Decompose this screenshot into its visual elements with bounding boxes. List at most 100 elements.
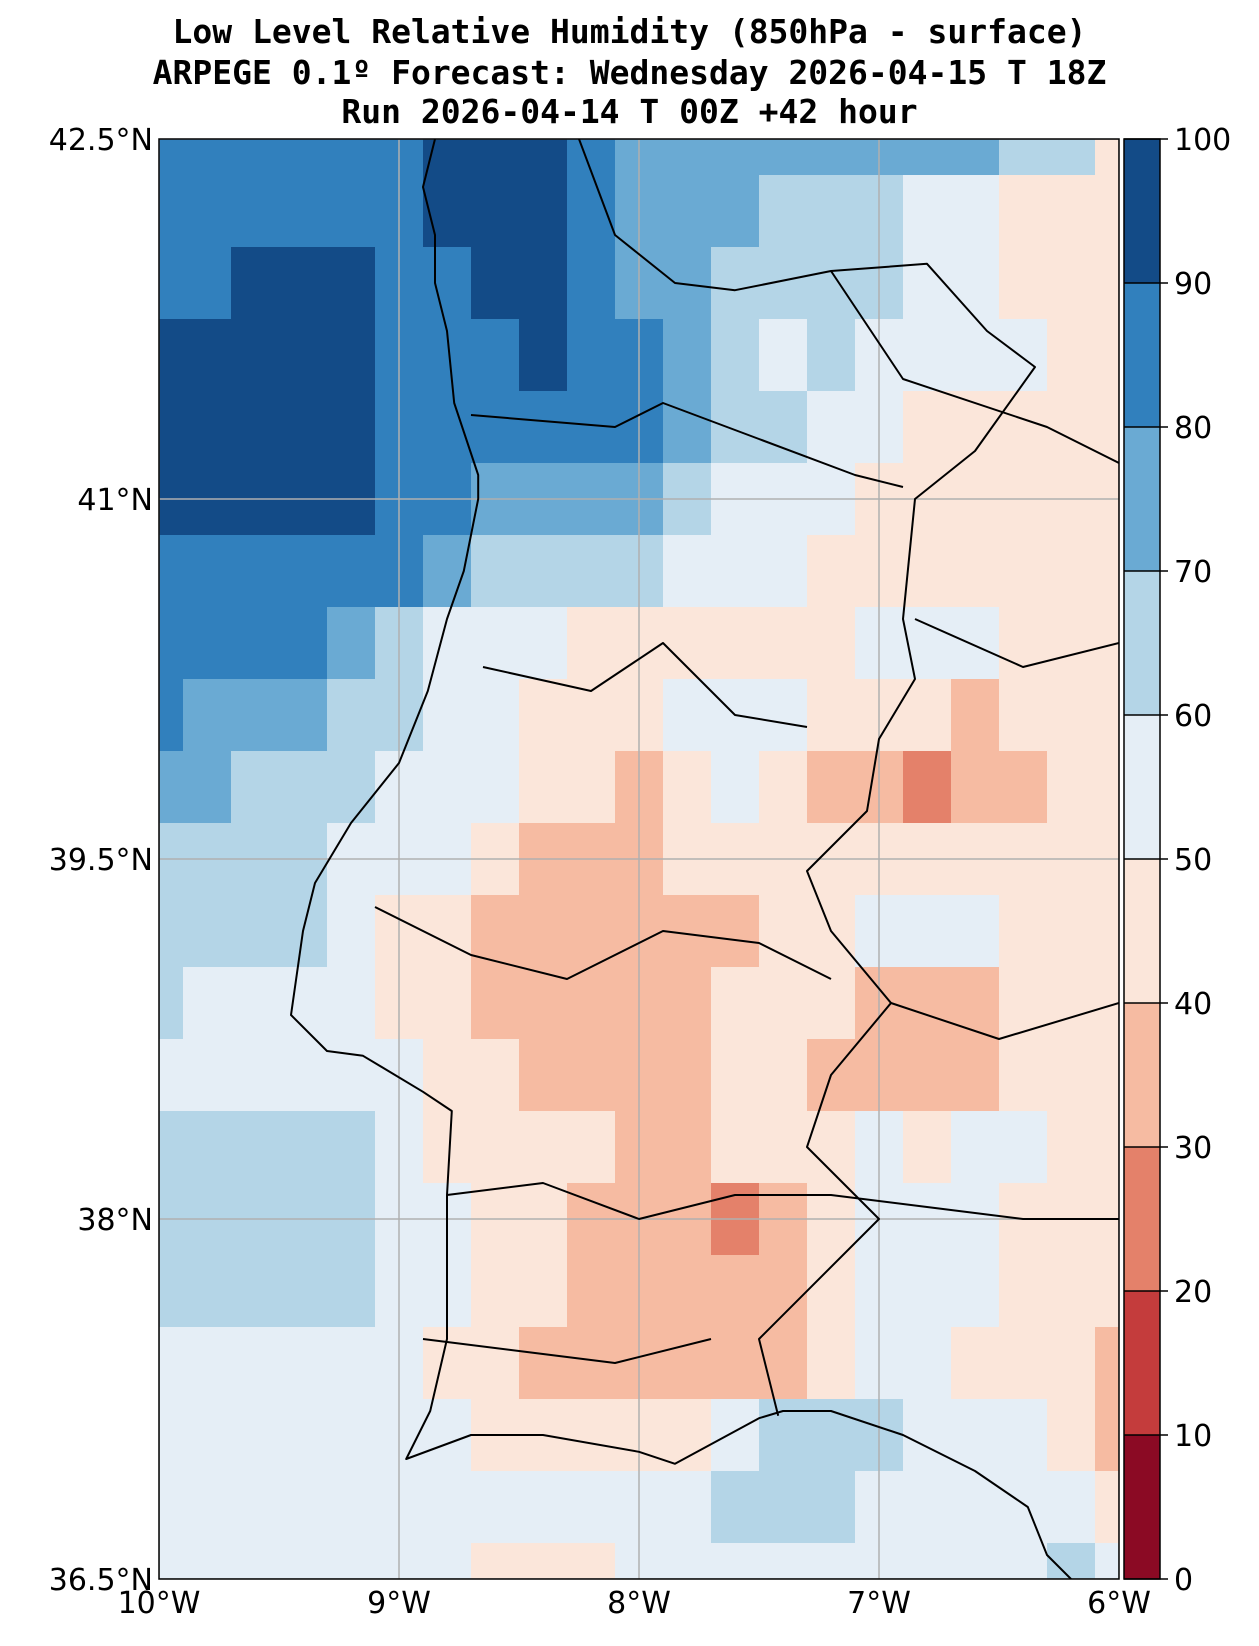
humidity-cell [1095, 1471, 1119, 1544]
humidity-cell [423, 175, 472, 248]
humidity-cell [231, 1111, 280, 1184]
humidity-cell [999, 967, 1048, 1040]
humidity-cell [471, 1039, 520, 1112]
y-tick-label: 39.5°N [49, 843, 153, 878]
humidity-cell [327, 1255, 376, 1328]
humidity-cell [183, 1399, 232, 1472]
humidity-cell [1047, 391, 1096, 464]
humidity-cell [327, 1471, 376, 1544]
humidity-cell [951, 1111, 1000, 1184]
humidity-cell [279, 175, 328, 248]
humidity-cell [471, 967, 520, 1040]
district-border [482, 642, 808, 728]
humidity-cell [759, 1111, 808, 1184]
humidity-cell [903, 1111, 952, 1184]
humidity-cell [471, 1327, 520, 1400]
humidity-cell [951, 967, 1000, 1040]
humidity-cell [711, 391, 760, 464]
humidity-cell [999, 1255, 1048, 1328]
humidity-cell [1047, 247, 1096, 320]
humidity-cell [711, 139, 760, 176]
humidity-cell [759, 1327, 808, 1400]
humidity-cell [159, 1543, 184, 1579]
region-border [914, 618, 1119, 668]
region-border [830, 270, 1119, 464]
humidity-cell [663, 1543, 712, 1579]
humidity-cell [951, 247, 1000, 320]
humidity-cell [279, 1399, 328, 1472]
humidity-cell [183, 967, 232, 1040]
humidity-cell [1095, 139, 1119, 176]
humidity-cell [567, 1255, 616, 1328]
humidity-cell [663, 967, 712, 1040]
humidity-cell [423, 391, 472, 464]
colorbar-label: 80 [1174, 411, 1212, 446]
humidity-cell [903, 1399, 952, 1472]
humidity-cell [567, 1543, 616, 1579]
humidity-cell [231, 751, 280, 824]
colorbar-label: 0 [1174, 1563, 1193, 1598]
humidity-cell [951, 1039, 1000, 1112]
humidity-cell [183, 247, 232, 320]
colorbar-swatch [1124, 283, 1160, 428]
humidity-cell [1095, 1327, 1119, 1400]
humidity-cell [711, 247, 760, 320]
colorbar-swatch [1124, 571, 1160, 716]
humidity-cell [951, 751, 1000, 824]
humidity-cell [279, 1327, 328, 1400]
humidity-cell [807, 139, 856, 176]
map-frame [158, 138, 1120, 1580]
humidity-cell [1047, 1039, 1096, 1112]
humidity-cell [999, 139, 1048, 176]
humidity-cell [567, 1111, 616, 1184]
humidity-cell [951, 1327, 1000, 1400]
humidity-cell [903, 679, 952, 752]
humidity-cell [279, 1255, 328, 1328]
humidity-cell [159, 247, 184, 320]
humidity-cell [159, 679, 184, 752]
humidity-cell [183, 1327, 232, 1400]
humidity-cell [183, 1471, 232, 1544]
humidity-cell [951, 679, 1000, 752]
humidity-cell [1047, 175, 1096, 248]
humidity-cell [1095, 1543, 1119, 1579]
humidity-cell [807, 247, 856, 320]
humidity-cell [327, 1111, 376, 1184]
humidity-cell [663, 139, 712, 176]
coastline-borders [290, 139, 1119, 1579]
humidity-cell [1095, 1255, 1119, 1328]
y-tick-label: 41°N [77, 483, 153, 518]
humidity-cell [663, 1471, 712, 1544]
humidity-cell [999, 751, 1048, 824]
humidity-cell [327, 319, 376, 392]
humidity-cell [519, 1255, 568, 1328]
humidity-cell [231, 679, 280, 752]
colorbar-swatch [1124, 859, 1160, 1004]
humidity-cell [1047, 607, 1096, 680]
colorbar-label: 90 [1174, 267, 1212, 302]
humidity-cell [159, 175, 184, 248]
humidity-cell [663, 1111, 712, 1184]
humidity-cell [711, 895, 760, 968]
humidity-cell [567, 1039, 616, 1112]
humidity-cell [183, 1543, 232, 1579]
humidity-cell [567, 1399, 616, 1472]
humidity-cell [1047, 967, 1096, 1040]
humidity-cell [1095, 391, 1119, 464]
humidity-cell [519, 139, 568, 176]
humidity-cell [159, 967, 184, 1040]
humidity-cell [327, 1039, 376, 1112]
humidity-cell [159, 319, 184, 392]
humidity-cell [1095, 751, 1119, 824]
humidity-cell [807, 535, 856, 608]
humidity-cell [231, 1327, 280, 1400]
x-tick-label: 7°W [847, 1586, 911, 1621]
y-tick-label: 36.5°N [49, 1563, 153, 1598]
humidity-cell [279, 391, 328, 464]
humidity-cell [567, 535, 616, 608]
humidity-cell [471, 247, 520, 320]
district-border [470, 402, 904, 488]
humidity-cell [903, 1255, 952, 1328]
humidity-cell [231, 139, 280, 176]
humidity-cell [807, 391, 856, 464]
